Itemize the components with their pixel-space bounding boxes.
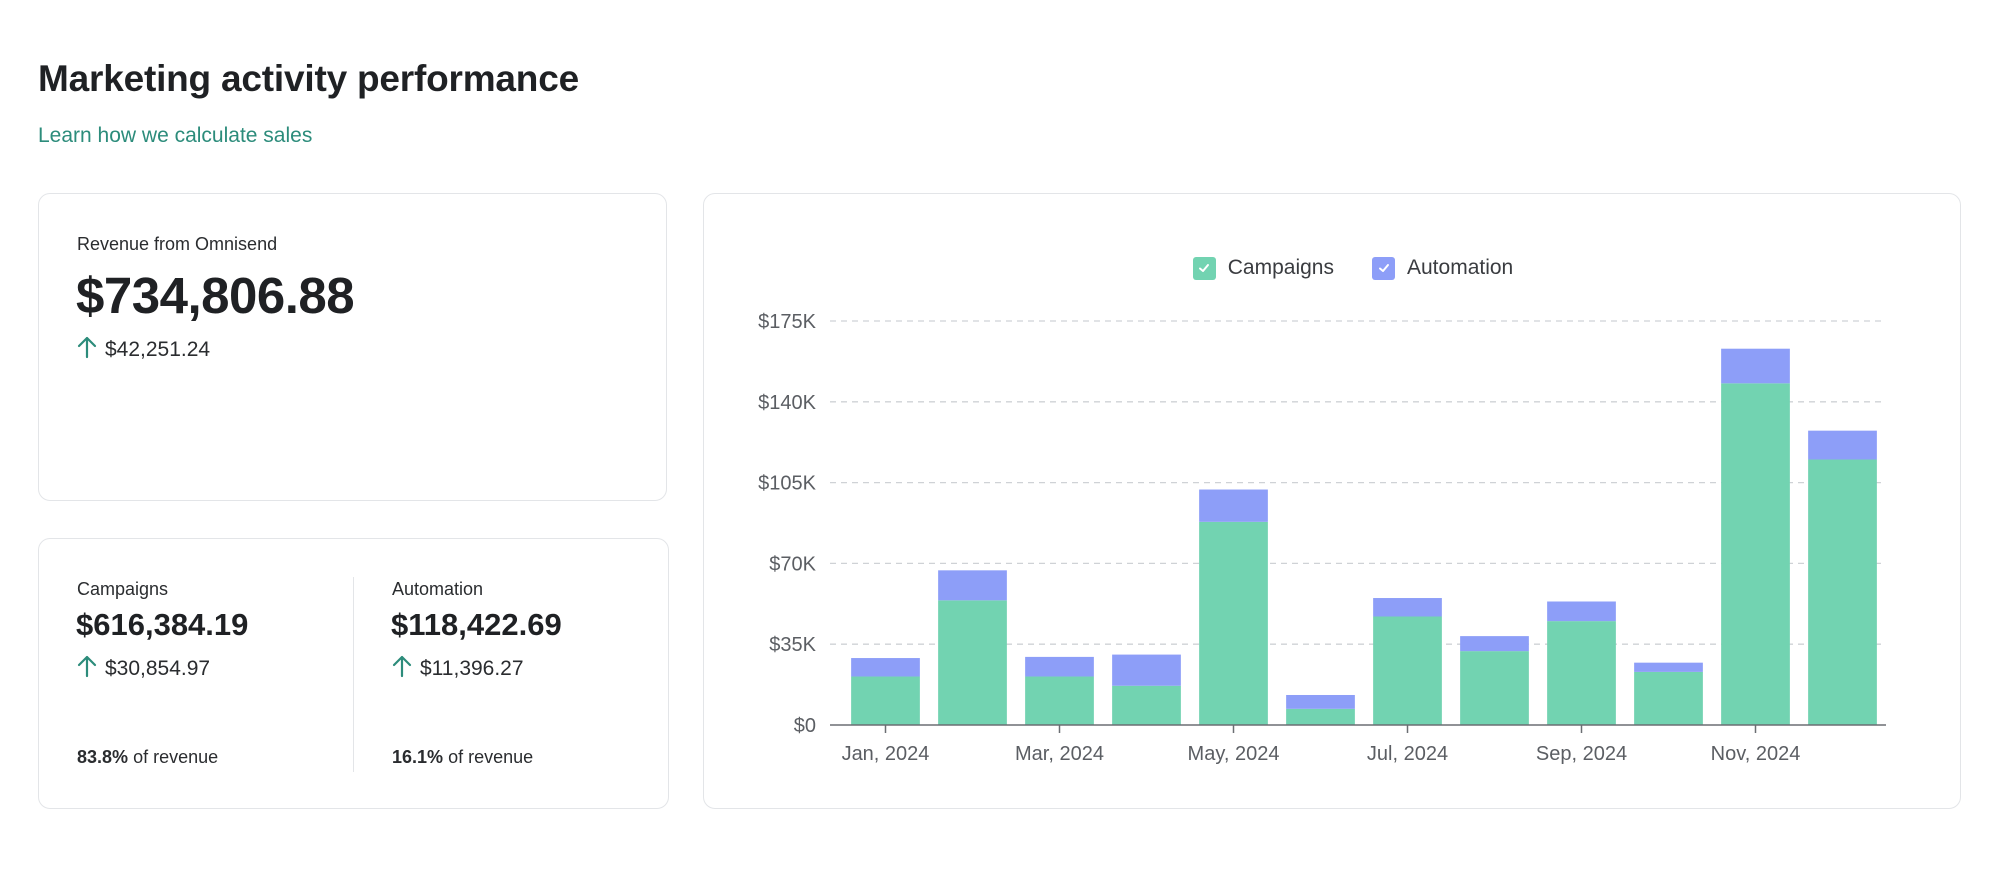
campaigns-column: Campaigns $616,384.19 $30,854.97 83.8% o… (39, 539, 353, 808)
bar-campaigns (1112, 685, 1181, 725)
bar-campaigns (1808, 459, 1877, 725)
column-divider (353, 577, 354, 772)
y-tick-label: $35K (769, 634, 816, 656)
bar-automation (938, 570, 1007, 601)
bar-campaigns (1547, 621, 1616, 725)
revenue-card: Revenue from Omnisend $734,806.88 $42,25… (38, 193, 667, 501)
automation-delta-value: $11,396.27 (420, 657, 524, 680)
bar-automation (1634, 662, 1703, 672)
automation-column: Automation $118,422.69 $11,396.27 16.1% … (354, 539, 668, 808)
revenue-value: $734,806.88 (76, 267, 355, 324)
campaigns-share-percent: 83.8% (77, 747, 129, 767)
x-tick-label: May, 2024 (1188, 743, 1280, 765)
chart-card: Campaigns Automation $0 $35K $70K $105K $140… (703, 193, 1961, 809)
chart-legend: Campaigns Automation (704, 256, 1960, 280)
bar-campaigns (851, 676, 920, 725)
revenue-delta: $42,251.24 (77, 335, 210, 365)
automation-share-percent: 16.1% (392, 747, 444, 767)
bar-automation (1286, 694, 1355, 709)
bar-campaigns (1721, 383, 1790, 725)
bar-campaigns (1199, 521, 1268, 725)
y-tick-label: $0 (794, 715, 816, 737)
arrow-up-icon (77, 654, 105, 684)
bar-campaigns (1286, 708, 1355, 725)
bar-automation (1373, 598, 1442, 617)
page-title: Marketing activity performance (38, 58, 579, 99)
bar-automation (1808, 430, 1877, 460)
bar-automation (851, 658, 920, 677)
x-tick-label: Nov, 2024 (1711, 743, 1801, 765)
y-tick-label: $175K (758, 311, 816, 333)
y-tick-label: $140K (758, 392, 816, 414)
bar-automation (1460, 636, 1529, 652)
arrow-up-icon (77, 335, 105, 365)
bar-automation (1025, 656, 1094, 677)
automation-value: $118,422.69 (391, 607, 562, 642)
bar-campaigns (1634, 671, 1703, 725)
bar-automation (1547, 601, 1616, 622)
legend-label-campaigns: Campaigns (1227, 256, 1334, 279)
x-tick-label: Mar, 2024 (1015, 743, 1104, 765)
bar-automation (1112, 654, 1181, 686)
x-tick-label: Jan, 2024 (842, 743, 930, 765)
revenue-delta-value: $42,251.24 (105, 338, 211, 361)
legend-label-automation: Automation (1407, 256, 1514, 279)
bar-campaigns (1373, 616, 1442, 725)
legend-item-automation[interactable]: Automation (1372, 256, 1513, 280)
automation-label: Automation (392, 579, 484, 599)
revenue-split-card: Campaigns $616,384.19 $30,854.97 83.8% o… (38, 538, 669, 809)
automation-checkbox-icon[interactable] (1372, 256, 1395, 280)
campaigns-label: Campaigns (77, 579, 169, 599)
bar-campaigns (1025, 676, 1094, 725)
bar-campaigns (1460, 651, 1529, 725)
automation-delta: $11,396.27 (392, 654, 524, 684)
revenue-label: Revenue from Omnisend (77, 234, 278, 254)
campaigns-share-text: of revenue (133, 747, 219, 767)
y-tick-label: $105K (758, 473, 816, 495)
automation-share-text: of revenue (448, 747, 534, 767)
campaigns-checkbox-icon[interactable] (1192, 256, 1216, 280)
bar-automation (1721, 348, 1790, 384)
learn-how-we-calculate-sales-link[interactable]: Learn how we calculate sales (38, 124, 313, 147)
bar-campaigns (938, 600, 1007, 725)
bar-automation (1199, 489, 1268, 522)
campaigns-share: 83.8% of revenue (77, 747, 218, 768)
campaigns-delta: $30,854.97 (77, 654, 210, 684)
y-tick-label: $70K (769, 553, 816, 575)
automation-share: 16.1% of revenue (392, 747, 533, 768)
campaigns-value: $616,384.19 (76, 607, 249, 642)
campaigns-delta-value: $30,854.97 (105, 657, 211, 680)
bar-chart: $0 $35K $70K $105K $140K $175K Jan, 2024 Mar, 2… (758, 311, 1886, 765)
x-tick-label: Jul, 2024 (1367, 743, 1448, 765)
x-tick-label: Sep, 2024 (1536, 743, 1627, 765)
arrow-up-icon (392, 654, 420, 684)
legend-item-campaigns[interactable]: Campaigns (1192, 256, 1334, 280)
